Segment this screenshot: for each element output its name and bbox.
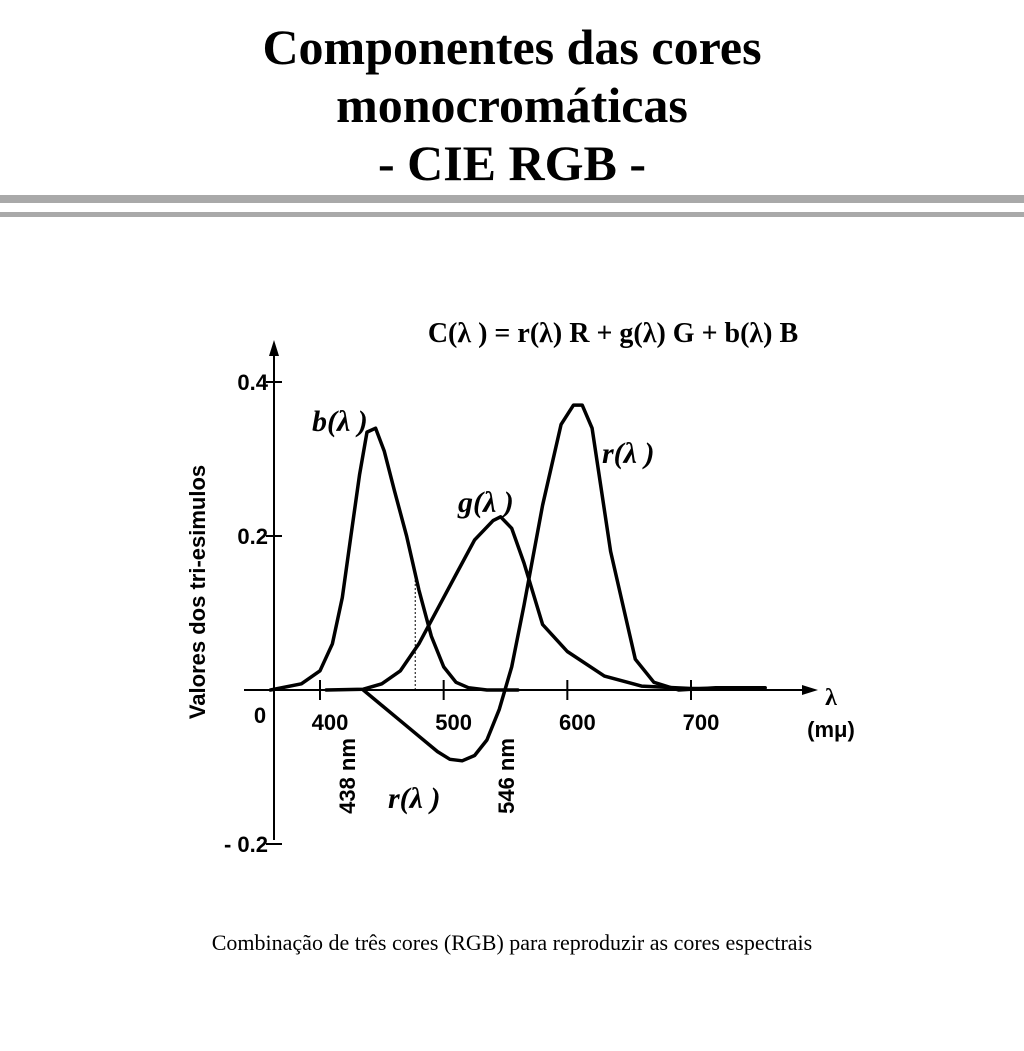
caption: Combinação de três cores (RGB) para repr… — [211, 930, 813, 955]
label-g-lambda: g(λ ) — [457, 486, 514, 519]
annotation-438nm: 438 nm — [335, 738, 360, 814]
title-line-2: monocromáticas — [336, 77, 688, 133]
b-curve — [268, 426, 520, 692]
x-tick-label: 400 — [312, 710, 349, 735]
annotation-546nm: 546 nm — [494, 738, 519, 814]
page-title: Componentes das cores monocromáticas - C… — [0, 18, 1024, 192]
curves — [268, 403, 767, 763]
title-line-1: Componentes das cores — [262, 19, 762, 75]
x-axis-unit: (mμ) — [807, 717, 855, 742]
y-axis-arrow — [269, 340, 279, 356]
label-r-lambda-bottom: r(λ ) — [388, 782, 440, 815]
x-tick-label: 600 — [559, 710, 596, 735]
x-tick-label: 700 — [683, 710, 720, 735]
x-axis-symbol: λ — [825, 685, 837, 711]
x-axis-arrow — [802, 685, 818, 695]
origin-label: 0 — [254, 703, 266, 728]
x-ticks: 400 500 600 700 — [312, 680, 720, 735]
label-b-lambda: b(λ ) — [312, 405, 368, 438]
y-axis-label: Valores dos tri-esimulos — [185, 465, 210, 719]
y-tick-label: 0.4 — [237, 370, 268, 395]
y-tick-label: - 0.2 — [224, 832, 268, 857]
header-rule-bottom — [0, 212, 1024, 217]
y-ticks: 0.4 0.2 - 0.2 — [224, 370, 282, 857]
title-line-3: - CIE RGB - — [377, 135, 647, 191]
r-curve — [361, 403, 767, 763]
x-tick-label: 500 — [435, 710, 472, 735]
equation: C(λ ) = r(λ) R + g(λ) G + b(λ) B — [428, 318, 798, 349]
header-rule-top — [0, 195, 1024, 203]
g-curve — [324, 515, 755, 692]
y-tick-label: 0.2 — [237, 524, 268, 549]
label-r-lambda-top: r(λ ) — [602, 437, 654, 470]
